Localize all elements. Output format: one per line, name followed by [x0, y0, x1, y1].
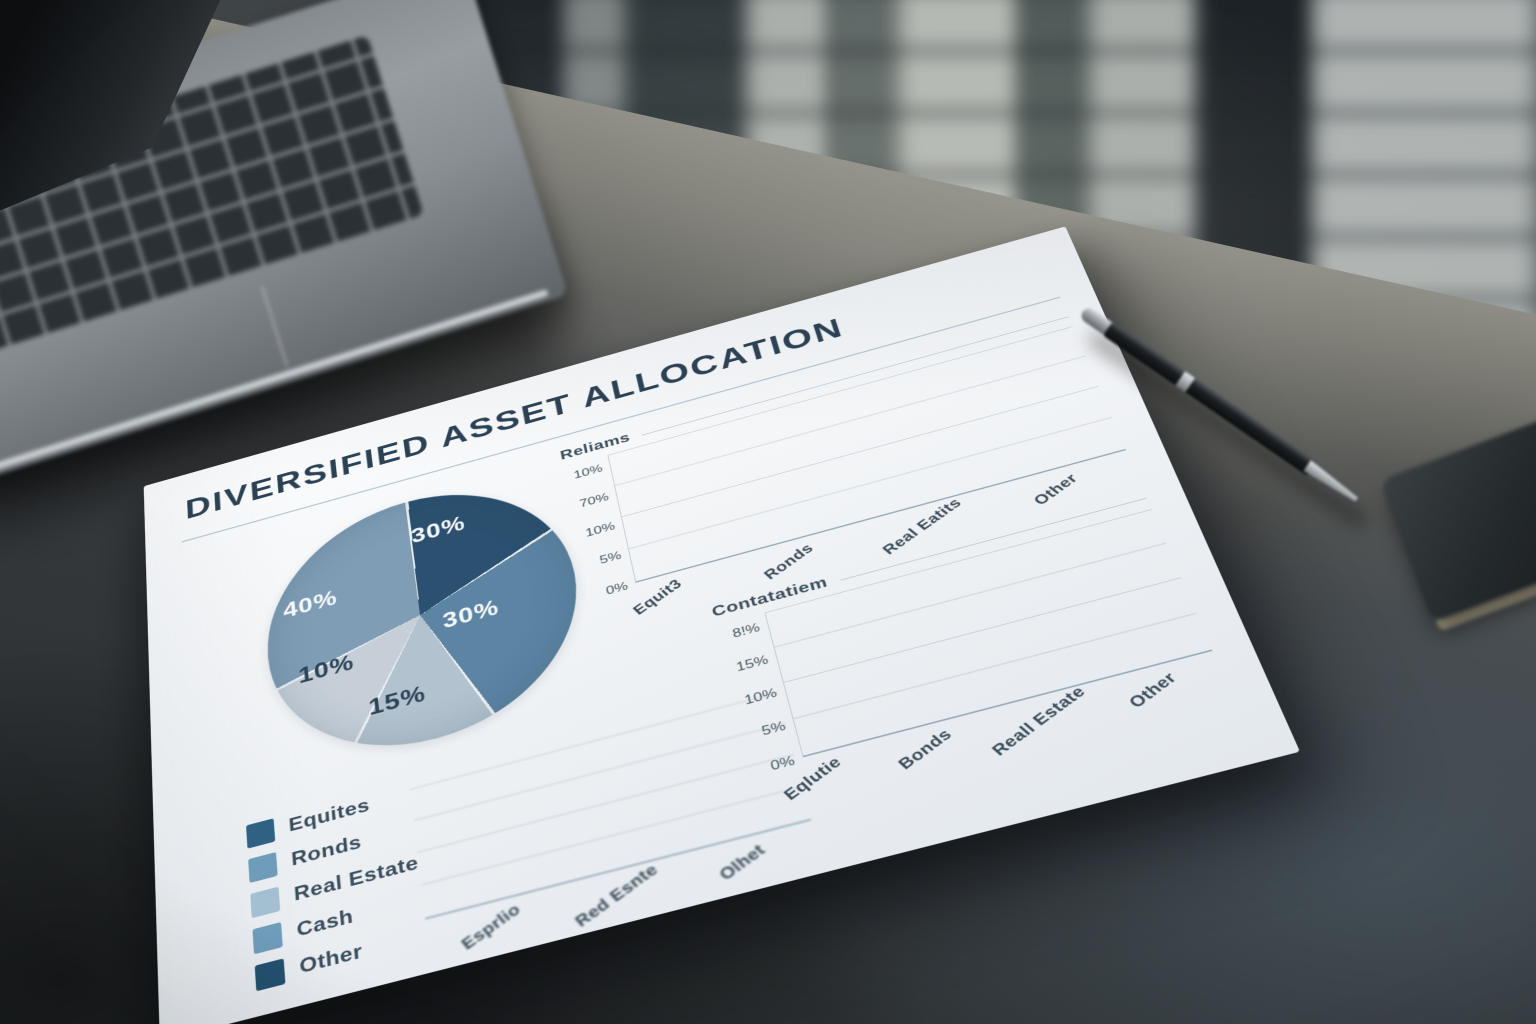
- y-axis-tick-label: 10%: [572, 461, 604, 482]
- bar: [960, 706, 994, 715]
- bar: [713, 835, 747, 844]
- bar: [783, 533, 815, 542]
- y-axis-tick-label: 8!%: [730, 620, 762, 641]
- pie-chart: 30% 30% 15% 10% 40%: [251, 453, 609, 790]
- bar: [1023, 467, 1055, 477]
- laptop-trackpad-seam: [260, 286, 288, 368]
- legend-swatch: [250, 886, 281, 919]
- legend-swatch: [248, 852, 278, 884]
- category-label: Other: [1125, 669, 1181, 712]
- bar: [755, 824, 789, 834]
- bar: [1017, 691, 1051, 700]
- y-axis-tick-label: 10%: [584, 519, 616, 540]
- bar: [648, 852, 682, 861]
- bar: [941, 490, 973, 499]
- y-axis-tick-label: 5%: [598, 548, 623, 567]
- category-label: Bonds: [894, 726, 956, 774]
- bar: [918, 717, 952, 726]
- category-label: Esprlio: [458, 901, 525, 954]
- bar-group: [820, 731, 896, 752]
- bar: [1063, 457, 1095, 466]
- pie-legend: Equites Ronds Real Estate Cash Other: [246, 777, 430, 997]
- bar: [542, 879, 576, 888]
- legend-swatch: [246, 818, 276, 849]
- bar: [822, 522, 853, 531]
- bar: [703, 554, 734, 563]
- legend-label: Other: [298, 939, 364, 978]
- bar: [1117, 665, 1151, 675]
- category-label: Other: [1030, 471, 1082, 509]
- category-label: Equit3: [630, 576, 686, 618]
- y-axis-tick-label: 0%: [604, 579, 629, 598]
- bar: [1159, 654, 1194, 663]
- bar-group: [713, 824, 789, 844]
- bar: [606, 862, 640, 872]
- bar-group: [501, 879, 576, 899]
- category-label: Olhet: [716, 841, 770, 884]
- bar: [903, 500, 934, 510]
- bar: [665, 565, 696, 574]
- y-axis-tick-label: 15%: [734, 652, 770, 675]
- legend-swatch: [254, 958, 286, 992]
- bar: [820, 742, 854, 752]
- bar: [501, 889, 535, 899]
- y-axis-tick-label: 70%: [578, 490, 610, 510]
- legend-swatch: [252, 922, 283, 955]
- bar: [862, 731, 896, 741]
- pie-disc: [259, 461, 599, 781]
